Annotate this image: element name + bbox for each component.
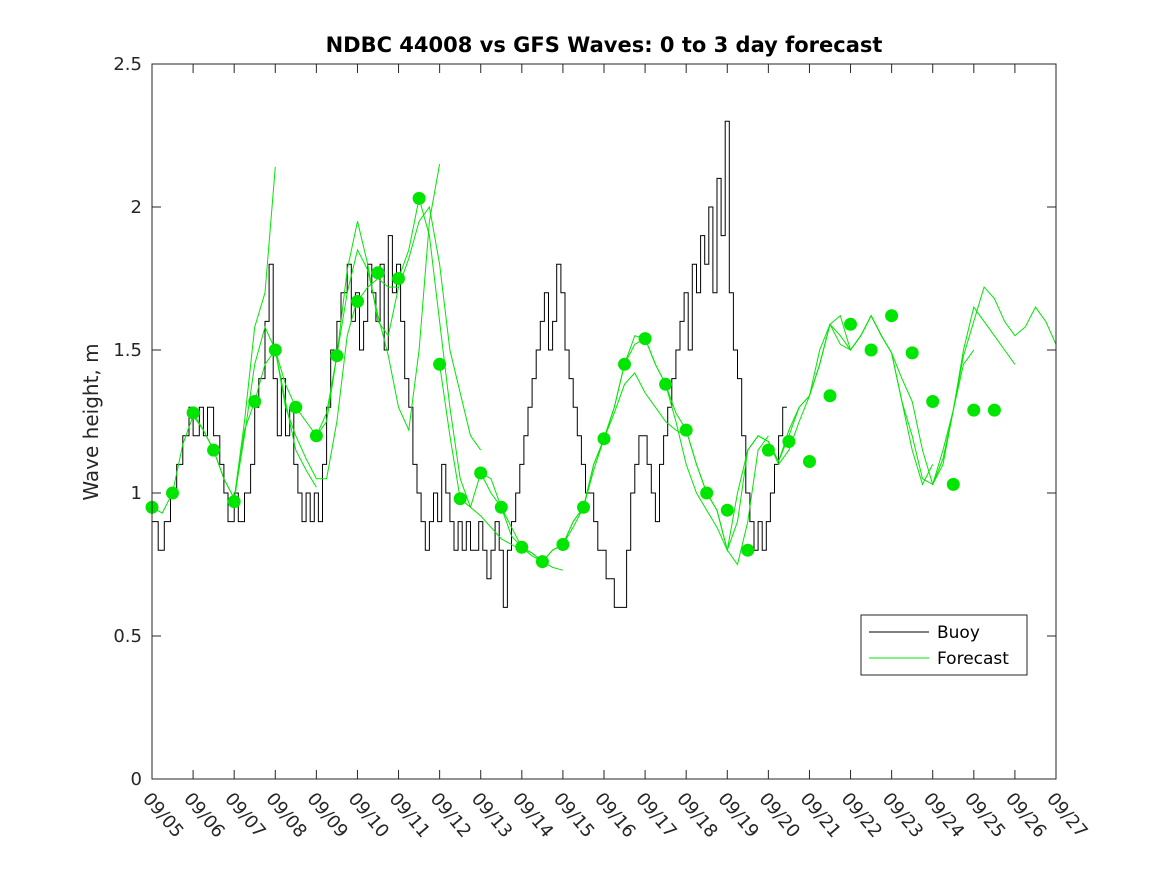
forecast-point [515,540,529,554]
forecast-analysis-points [145,191,1001,569]
forecast-point [679,423,693,437]
forecast-point [597,432,611,446]
forecast-point [412,191,426,205]
legend-buoy-label: Buoy [937,623,980,643]
y-tick-label: 2.5 [113,54,142,75]
forecast-point [761,443,775,457]
forecast-point [946,477,960,491]
forecast-point [433,357,447,371]
forecast-point [186,406,200,420]
y-tick-label: 0 [131,769,142,790]
forecast-point [720,503,734,517]
forecast-point [166,486,179,500]
forecast-point [638,332,652,346]
forecast-point [926,395,940,408]
forecast-point [227,495,241,509]
forecast-point [659,377,673,391]
legend: Buoy Forecast [860,614,1028,676]
y-tick-label: 0.5 [113,626,142,647]
forecast-point [844,317,857,331]
forecast-point [453,492,467,506]
y-tick-label: 1.5 [113,340,142,361]
forecast-line [932,286,1057,485]
chart-title: NDBC 44008 vs GFS Waves: 0 to 3 day fore… [326,33,883,57]
buoy-series [152,120,787,608]
forecast-point [618,357,631,371]
forecast-point [700,486,714,500]
y-tick-label: 2 [131,197,142,218]
forecast-point [330,349,344,363]
forecast-point [803,455,816,468]
buoy-line [152,120,787,608]
forecast-point [248,395,262,408]
forecast-point [823,389,837,403]
forecast-point [535,555,549,569]
forecast-point [741,543,755,557]
y-axis-label: Wave height, m [79,343,103,500]
forecast-point [474,466,488,480]
forecast-point [351,294,364,308]
plot-frame [151,63,1057,780]
forecast-point [392,272,405,285]
forecast-point [905,346,919,360]
legend-forecast-label: Forecast [937,649,1009,669]
forecast-point [885,309,899,323]
forecast-point [207,443,221,457]
legend-box [860,614,1028,676]
forecast-point [556,538,570,551]
forecast-point [967,403,981,417]
forecast-point [309,429,323,443]
forecast-point [782,435,796,448]
y-tick-label: 1 [131,483,142,504]
forecast-point [371,266,385,280]
forecast-point [987,403,1001,417]
forecast-point [289,400,303,414]
forecast-point [494,500,508,514]
forecast-point [577,500,590,514]
forecast-point [864,343,878,357]
forecast-point [268,343,282,357]
